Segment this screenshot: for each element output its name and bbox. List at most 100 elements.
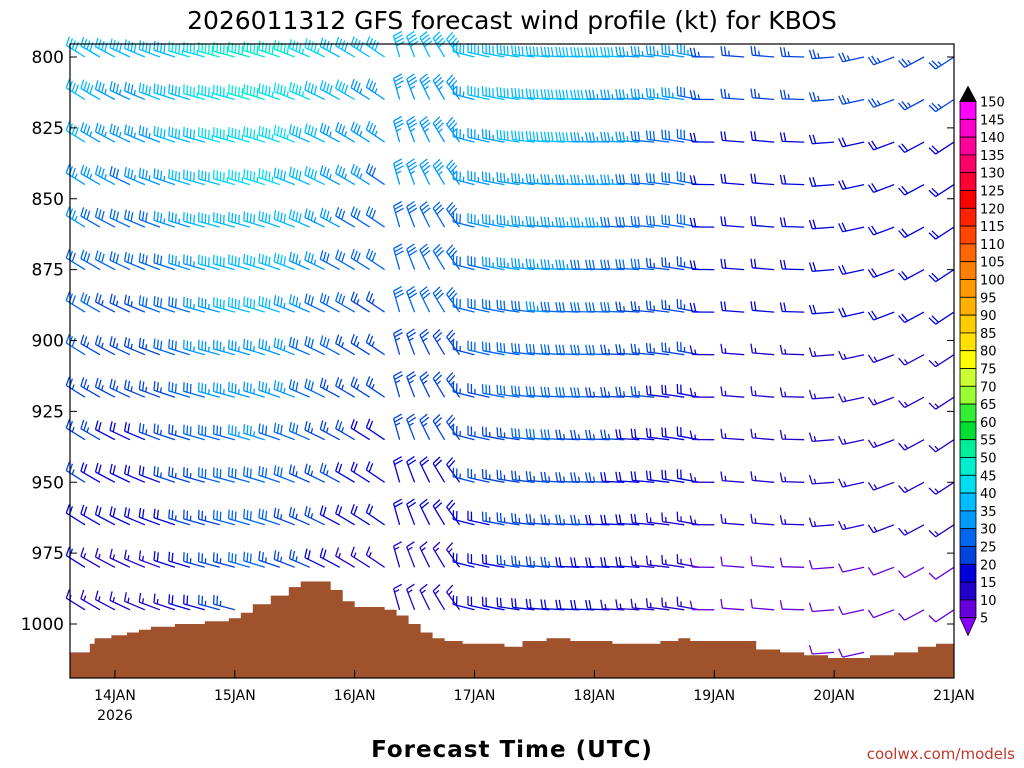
colorbar-cell	[959, 279, 977, 298]
wind-barb	[779, 472, 805, 483]
wind-barb	[243, 551, 265, 568]
wind-barb	[288, 166, 310, 186]
y-tick-label: 1000	[21, 615, 64, 635]
wind-barb	[153, 253, 176, 271]
wind-barb	[432, 329, 446, 356]
colorbar-label: 15	[980, 576, 997, 591]
wind-barb	[585, 599, 610, 611]
wind-barb	[304, 293, 325, 313]
wind-barb	[212, 212, 235, 228]
wind-barb	[350, 376, 371, 398]
wind-barb	[319, 547, 341, 568]
wind-barb	[615, 556, 640, 568]
wind-barb	[525, 88, 550, 101]
wind-barb	[319, 462, 341, 483]
wind-barb	[432, 541, 446, 568]
wind-barb	[183, 126, 205, 143]
colorbar-label: 140	[980, 131, 1005, 146]
wind-barb	[720, 386, 745, 398]
wind-barb	[350, 121, 371, 143]
wind-barb	[661, 87, 685, 101]
wind-barb	[867, 609, 895, 619]
wind-barb	[258, 253, 281, 271]
wind-barb	[350, 461, 371, 483]
wind-barb	[258, 550, 281, 568]
wind-barb	[481, 554, 505, 568]
wind-barb	[615, 46, 640, 58]
colorbar-cell	[959, 492, 977, 512]
wind-barb	[183, 594, 205, 611]
wind-barb	[365, 35, 385, 58]
wind-barb	[335, 249, 356, 271]
wind-barb	[304, 208, 325, 228]
wind-barb	[645, 385, 670, 398]
x-tick-label: 17JAN	[454, 688, 496, 704]
wind-barb	[481, 256, 505, 271]
wind-barb	[212, 467, 235, 483]
wind-barb	[138, 550, 161, 568]
wind-barb	[585, 174, 610, 186]
wind-barb	[452, 254, 475, 271]
wind-barb	[630, 598, 655, 611]
wind-barb	[720, 46, 745, 58]
wind-barb	[630, 513, 655, 526]
wind-barb	[452, 340, 475, 356]
wind-barb	[600, 46, 625, 58]
wind-barb	[365, 418, 385, 441]
wind-barb	[867, 439, 895, 449]
wind-barb	[80, 589, 101, 611]
wind-barb	[808, 91, 835, 102]
wind-barb	[838, 478, 865, 488]
wind-barb	[511, 215, 535, 228]
wind-barb	[273, 167, 295, 186]
wind-barb	[109, 293, 131, 313]
wind-barb	[689, 387, 715, 398]
wind-barb	[511, 385, 535, 398]
wind-barb	[467, 128, 490, 143]
y-tick-label: 800	[32, 48, 64, 68]
colorbar-cell	[959, 190, 977, 209]
colorbar-label: 145	[980, 113, 1005, 128]
wind-barb	[183, 382, 205, 398]
wind-barb	[838, 307, 865, 318]
wind-barb	[867, 140, 895, 151]
wind-barb	[808, 134, 835, 145]
wind-barb	[928, 439, 955, 453]
wind-barb	[273, 550, 295, 568]
wind-barb	[540, 514, 565, 526]
wind-barb	[138, 252, 161, 271]
wind-barb	[615, 216, 640, 228]
wind-barb	[898, 311, 925, 324]
wind-barb	[419, 73, 431, 100]
wind-barb	[109, 251, 131, 271]
wind-barb	[452, 510, 475, 526]
x-tick-label: 14JAN	[94, 688, 136, 704]
colorbar-cell	[959, 296, 977, 316]
wind-barb	[645, 470, 670, 483]
wind-barb	[808, 389, 835, 400]
wind-barb	[525, 428, 550, 441]
wind-barb	[496, 87, 520, 101]
colorbar-label: 80	[980, 345, 997, 360]
colorbar-label: 125	[980, 185, 1005, 200]
wind-barb	[661, 214, 685, 228]
wind-barb	[227, 424, 250, 441]
wind-barb	[153, 210, 176, 228]
wind-barb	[928, 396, 955, 410]
wind-barb	[630, 471, 655, 483]
wind-barb	[304, 38, 325, 58]
wind-barb	[419, 201, 431, 228]
wind-barb	[273, 465, 295, 483]
wind-barb	[928, 56, 955, 70]
wind-barb	[452, 467, 475, 483]
wind-barb	[511, 172, 535, 186]
wind-barb	[94, 420, 116, 441]
wind-barb	[94, 462, 116, 483]
wind-barb	[109, 38, 131, 58]
wind-barb	[432, 456, 446, 483]
wind-barb	[392, 541, 403, 568]
wind-barb	[808, 177, 835, 187]
wind-barb	[153, 593, 176, 611]
wind-barb	[212, 509, 235, 526]
wind-barb	[288, 549, 310, 568]
